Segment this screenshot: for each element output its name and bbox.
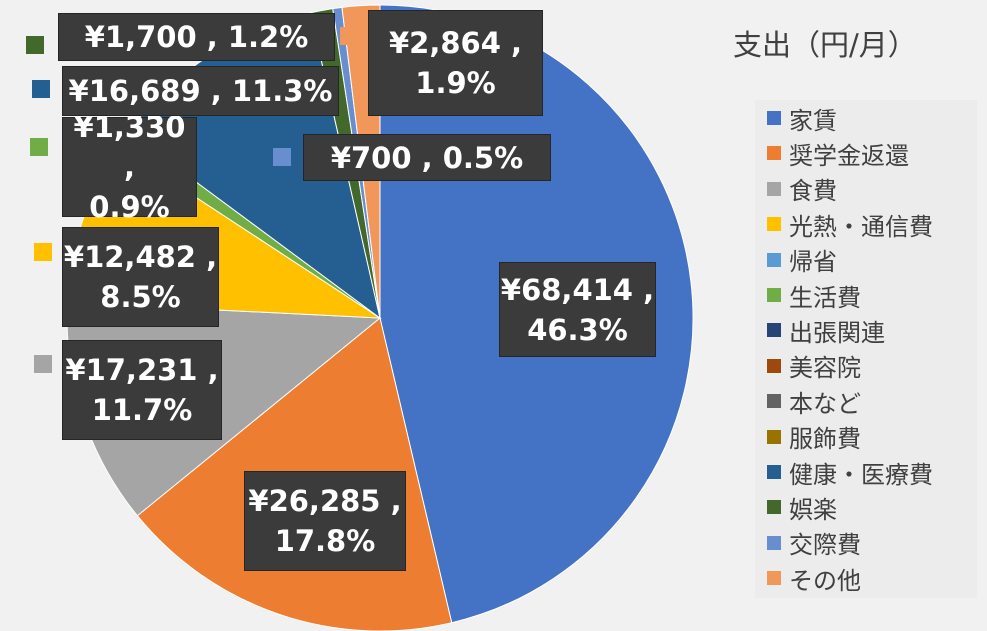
legend-label: 光熱・通信費 [789, 212, 933, 241]
data-label: ¥700 , 0.5% [303, 134, 551, 181]
legend-swatch [767, 465, 781, 479]
data-label: ¥12,482 , 8.5% [62, 227, 219, 327]
legend-item: 出張関連 [767, 316, 885, 347]
legend: 家賃奨学金返還食費光熱・通信費 帰省生活費出張関連美容院本など服飾費健康・医療費娯… [755, 100, 977, 598]
data-label: ¥68,414 , 46.3% [499, 262, 656, 357]
legend-swatch [767, 288, 781, 302]
legend-label: 娯楽 [789, 495, 837, 524]
chart-title: 支出（円/月） [733, 28, 917, 62]
legend-swatch [767, 358, 781, 373]
label-legend-key [34, 355, 52, 373]
data-label: ¥16,689 , 11.3% [62, 66, 339, 116]
legend-swatch [767, 217, 781, 232]
legend-swatch [767, 323, 781, 338]
legend-item: 食費 [767, 175, 837, 205]
legend-item: 帰省 [767, 246, 837, 276]
label-legend-key [273, 148, 291, 166]
legend-label: 本など [789, 389, 861, 418]
data-label: ¥26,285 , 17.8% [244, 471, 406, 571]
legend-item: 奨学金返還 [767, 139, 909, 170]
legend-swatch [767, 500, 781, 515]
legend-label: 美容院 [789, 354, 861, 383]
legend-swatch [767, 181, 781, 196]
legend-item: 交際費 [767, 529, 861, 559]
data-label: ¥2,864 , 1.9% [368, 10, 543, 116]
legend-swatch [767, 429, 781, 444]
label-legend-key [30, 138, 48, 156]
label-legend-key [340, 27, 358, 45]
legend-label: 出張関連 [789, 318, 885, 347]
legend-swatch [767, 252, 781, 267]
legend-label: その他 [789, 566, 861, 595]
label-legend-key [26, 36, 44, 54]
label-legend-key [34, 243, 52, 261]
data-label: ¥1,330 , 0.9% [62, 110, 197, 224]
legend-label: 服飾費 [789, 425, 861, 454]
legend-item: 美容院 [767, 352, 861, 382]
legend-label: 健康・医療費 [789, 460, 933, 489]
legend-swatch [767, 535, 781, 550]
legend-item: 娯楽 [767, 493, 837, 524]
legend-item: 服飾費 [767, 423, 861, 453]
data-label: ¥1,700 , 1.2% [58, 13, 335, 61]
legend-item: 生活費 [767, 281, 861, 312]
legend-swatch [767, 111, 781, 125]
data-label: ¥17,231 , 11.7% [62, 340, 222, 440]
legend-item: 光熱・通信費 [767, 210, 933, 241]
legend-label: 生活費 [789, 283, 861, 312]
legend-label: 奨学金返還 [789, 141, 909, 170]
legend-swatch [767, 146, 781, 161]
legend-item: 本など [767, 387, 861, 418]
legend-swatch [767, 571, 781, 586]
legend-label: 家賃 [789, 106, 837, 135]
legend-label: 帰省 [789, 248, 837, 277]
legend-item: 健康・医療費 [767, 458, 933, 489]
legend-swatch [767, 394, 781, 409]
legend-item: 家賃 [767, 104, 837, 135]
legend-item: その他 [767, 564, 861, 595]
legend-label: 食費 [789, 177, 837, 206]
legend-label: 交際費 [789, 531, 861, 560]
label-legend-key [32, 80, 50, 98]
